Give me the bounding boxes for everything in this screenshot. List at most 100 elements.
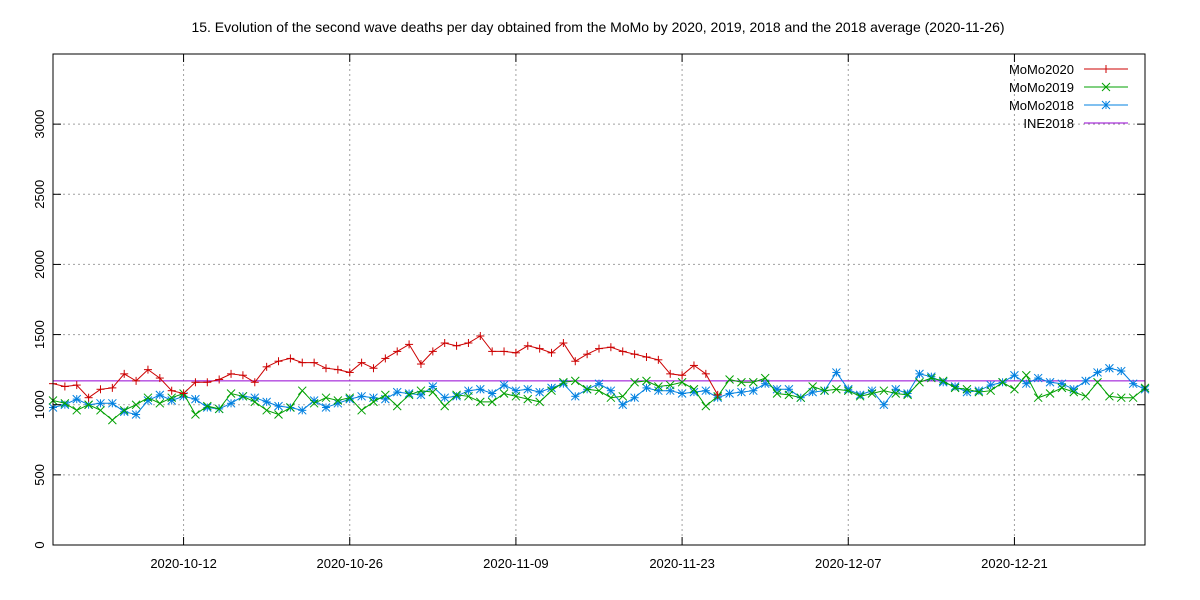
data-point-momo2020: [689, 361, 698, 370]
data-point-momo2018: [701, 386, 711, 396]
data-point-momo2019: [345, 393, 355, 403]
data-point-momo2019: [867, 389, 877, 398]
data-point-momo2018: [606, 386, 616, 396]
data-point-momo2019: [986, 386, 996, 396]
data-point-momo2020: [274, 357, 283, 366]
y-tick-label: 1000: [32, 390, 47, 419]
data-point-momo2019: [559, 377, 568, 387]
data-point-momo2018: [191, 394, 200, 404]
data-point-momo2019: [1069, 387, 1079, 397]
data-point-momo2020: [262, 362, 271, 371]
data-point-momo2019: [938, 376, 948, 386]
data-point-momo2019: [499, 389, 509, 398]
data-point-momo2018: [96, 398, 105, 408]
data-point-momo2019: [962, 384, 972, 394]
data-point-momo2019: [725, 375, 734, 384]
data-point-momo2020: [155, 374, 164, 383]
data-point-momo2018: [725, 389, 734, 398]
data-point-momo2020: [393, 347, 402, 356]
data-point-momo2020: [701, 369, 710, 378]
data-point-momo2018: [1057, 379, 1067, 389]
data-point-momo2018: [345, 394, 355, 404]
data-point-momo2018: [570, 391, 580, 401]
legend-marker: [1101, 100, 1111, 110]
data-point-momo2019: [855, 391, 865, 401]
legend-label: MoMo2019: [1009, 80, 1074, 95]
data-point-momo2019: [487, 397, 497, 407]
data-point-momo2020: [559, 338, 568, 347]
data-point-momo2020: [143, 365, 152, 374]
data-point-momo2019: [891, 389, 901, 398]
data-point-momo2019: [618, 391, 628, 401]
data-point-momo2019: [689, 384, 699, 394]
data-point-momo2019: [191, 410, 200, 419]
data-point-momo2020: [298, 358, 307, 367]
y-tick-label: 1500: [32, 320, 47, 349]
data-point-momo2020: [84, 393, 93, 402]
data-point-momo2019: [523, 394, 533, 404]
data-point-momo2019: [796, 393, 806, 403]
data-point-momo2020: [369, 364, 378, 373]
data-point-momo2019: [547, 386, 556, 396]
data-point-momo2019: [297, 386, 307, 396]
data-point-momo2018: [416, 390, 426, 400]
data-point-momo2018: [832, 368, 841, 377]
data-point-momo2020: [476, 331, 485, 340]
data-point-momo2018: [677, 389, 687, 398]
data-point-momo2019: [84, 400, 93, 410]
data-point-momo2019: [440, 401, 450, 411]
data-point-momo2019: [464, 391, 473, 401]
data-point-momo2018: [737, 387, 746, 397]
data-point-momo2020: [405, 340, 414, 349]
data-point-momo2019: [606, 393, 616, 403]
data-point-momo2018: [974, 386, 984, 396]
data-point-momo2020: [345, 368, 354, 377]
data-point-momo2020: [191, 378, 200, 387]
data-point-momo2020: [500, 347, 509, 356]
data-point-momo2020: [108, 383, 117, 392]
data-point-momo2018: [262, 397, 272, 407]
data-point-momo2019: [974, 387, 984, 397]
data-point-momo2019: [1057, 383, 1067, 393]
data-point-momo2019: [131, 400, 141, 410]
data-point-momo2020: [630, 350, 639, 359]
y-tick-label: 2500: [32, 180, 47, 209]
data-point-momo2020: [713, 390, 722, 399]
data-point-momo2020: [203, 378, 212, 387]
data-point-momo2018: [321, 403, 331, 412]
x-tick-label: 2020-12-21: [981, 556, 1048, 571]
data-point-momo2019: [677, 377, 687, 387]
data-point-momo2020: [60, 382, 69, 391]
data-point-momo2019: [369, 397, 378, 407]
data-point-momo2020: [440, 338, 449, 347]
data-point-momo2019: [452, 390, 461, 400]
data-point-momo2019: [1093, 377, 1102, 387]
data-point-momo2020: [452, 341, 461, 350]
x-tick-label: 2020-10-26: [316, 556, 383, 571]
x-tick-label: 2020-11-09: [483, 556, 549, 571]
data-point-momo2019: [630, 377, 639, 387]
data-point-momo2019: [665, 380, 675, 390]
data-point-momo2018: [380, 394, 390, 404]
data-point-momo2020: [96, 385, 105, 394]
data-point-momo2019: [1045, 389, 1055, 398]
data-point-momo2020: [464, 338, 473, 347]
data-point-momo2019: [1021, 370, 1031, 380]
data-point-momo2019: [286, 403, 295, 412]
data-point-momo2020: [286, 354, 295, 363]
data-point-momo2019: [915, 377, 924, 387]
data-point-momo2019: [998, 377, 1007, 387]
data-point-momo2019: [96, 405, 105, 415]
data-point-momo2020: [227, 369, 236, 378]
data-point-momo2020: [179, 389, 188, 398]
legend-label: MoMo2018: [1009, 98, 1074, 113]
y-tick-label: 500: [32, 464, 47, 486]
data-point-momo2019: [392, 401, 402, 411]
chart-title: 15. Evolution of the second wave deaths …: [191, 19, 1004, 35]
data-point-momo2018: [903, 389, 912, 398]
data-point-momo2019: [820, 386, 829, 396]
data-point-momo2018: [642, 383, 651, 393]
data-point-momo2018: [452, 391, 461, 401]
data-point-momo2020: [535, 344, 544, 353]
data-point-momo2019: [72, 405, 82, 415]
